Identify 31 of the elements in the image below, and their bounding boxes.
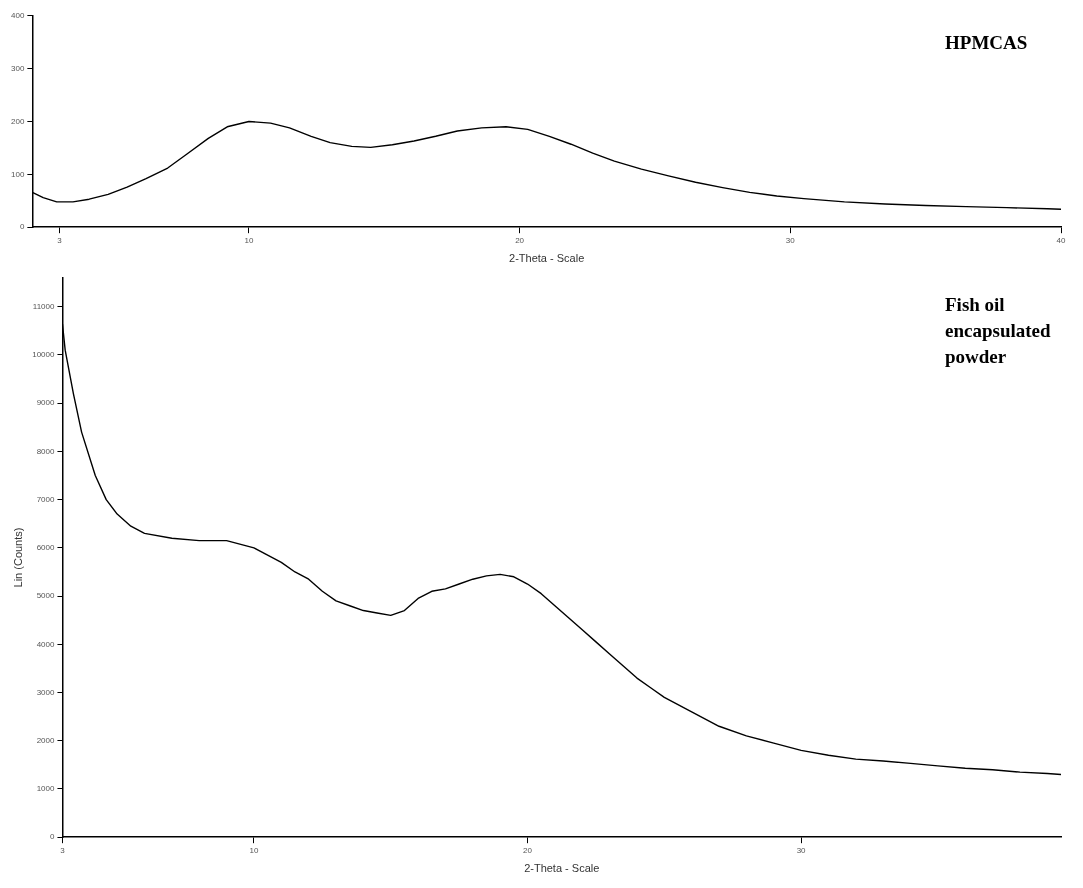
y-tick-label: 2000 (36, 735, 55, 745)
annotation: HPMCAS (945, 31, 1029, 55)
y-tick-label: 400 (10, 11, 25, 20)
y-tick-label: 1000 (36, 784, 55, 794)
y-tick-label: 300 (10, 63, 25, 73)
x-tick-label: 20 (515, 236, 525, 246)
y-tick-label: 7000 (36, 494, 55, 504)
annotation: Fish oil encapsulated powder (945, 293, 1052, 369)
x-tick-label: 10 (244, 236, 254, 246)
y-axis-title: Lin (Counts) (11, 527, 24, 588)
y-tick-label: 9000 (36, 398, 55, 408)
x-axis-title: 2-Theta - Scale (524, 862, 600, 875)
y-tick-label: 5000 (36, 591, 55, 601)
y-tick-label: 100 (10, 169, 25, 179)
x-tick-label: 3 (57, 236, 63, 246)
y-tick-label: 4000 (36, 639, 55, 649)
y-tick-label: 0 (49, 832, 55, 842)
x-axis-title: 2-Theta - Scale (509, 252, 585, 265)
x-tick-label: 30 (796, 846, 807, 856)
x-tick-label: 10 (249, 846, 259, 856)
y-tick-label: 10000 (32, 350, 55, 360)
y-tick-label: 6000 (36, 543, 55, 553)
y-tick-label: 0 (19, 222, 25, 232)
x-tick-label: 40 (1056, 236, 1066, 246)
x-tick-label: 20 (523, 846, 533, 856)
x-tick-label: 3 (60, 846, 66, 856)
y-tick-label: 11000 (32, 301, 55, 311)
y-tick-label: 200 (10, 116, 25, 126)
y-tick-label: 3000 (36, 687, 55, 697)
y-tick-label: 8000 (36, 446, 55, 456)
x-tick-label: 30 (785, 236, 796, 246)
